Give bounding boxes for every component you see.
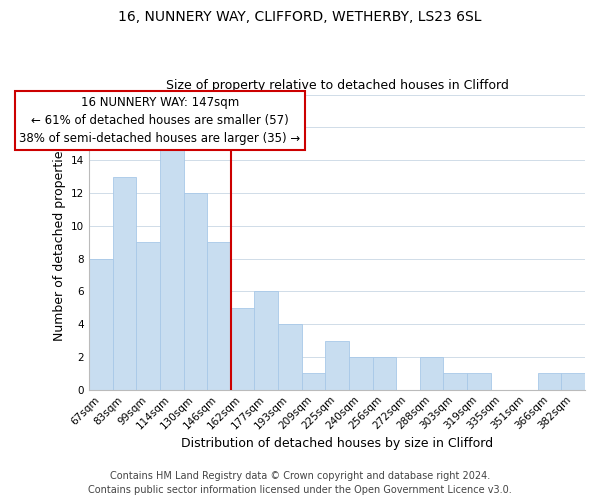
Bar — [538, 374, 562, 390]
Bar — [254, 292, 278, 390]
Bar — [562, 374, 585, 390]
Text: 16, NUNNERY WAY, CLIFFORD, WETHERBY, LS23 6SL: 16, NUNNERY WAY, CLIFFORD, WETHERBY, LS2… — [118, 10, 482, 24]
Text: Contains HM Land Registry data © Crown copyright and database right 2024.
Contai: Contains HM Land Registry data © Crown c… — [88, 471, 512, 495]
Bar — [467, 374, 491, 390]
Bar — [420, 357, 443, 390]
Y-axis label: Number of detached properties: Number of detached properties — [53, 144, 65, 340]
Bar — [231, 308, 254, 390]
Bar — [184, 193, 207, 390]
Bar — [136, 242, 160, 390]
Bar — [207, 242, 231, 390]
Bar — [373, 357, 396, 390]
Bar — [160, 144, 184, 390]
Bar — [113, 176, 136, 390]
Bar — [89, 258, 113, 390]
Title: Size of property relative to detached houses in Clifford: Size of property relative to detached ho… — [166, 79, 509, 92]
X-axis label: Distribution of detached houses by size in Clifford: Distribution of detached houses by size … — [181, 437, 493, 450]
Bar — [278, 324, 302, 390]
Bar — [302, 374, 325, 390]
Bar — [443, 374, 467, 390]
Bar — [349, 357, 373, 390]
Text: 16 NUNNERY WAY: 147sqm
← 61% of detached houses are smaller (57)
38% of semi-det: 16 NUNNERY WAY: 147sqm ← 61% of detached… — [19, 96, 301, 145]
Bar — [325, 340, 349, 390]
